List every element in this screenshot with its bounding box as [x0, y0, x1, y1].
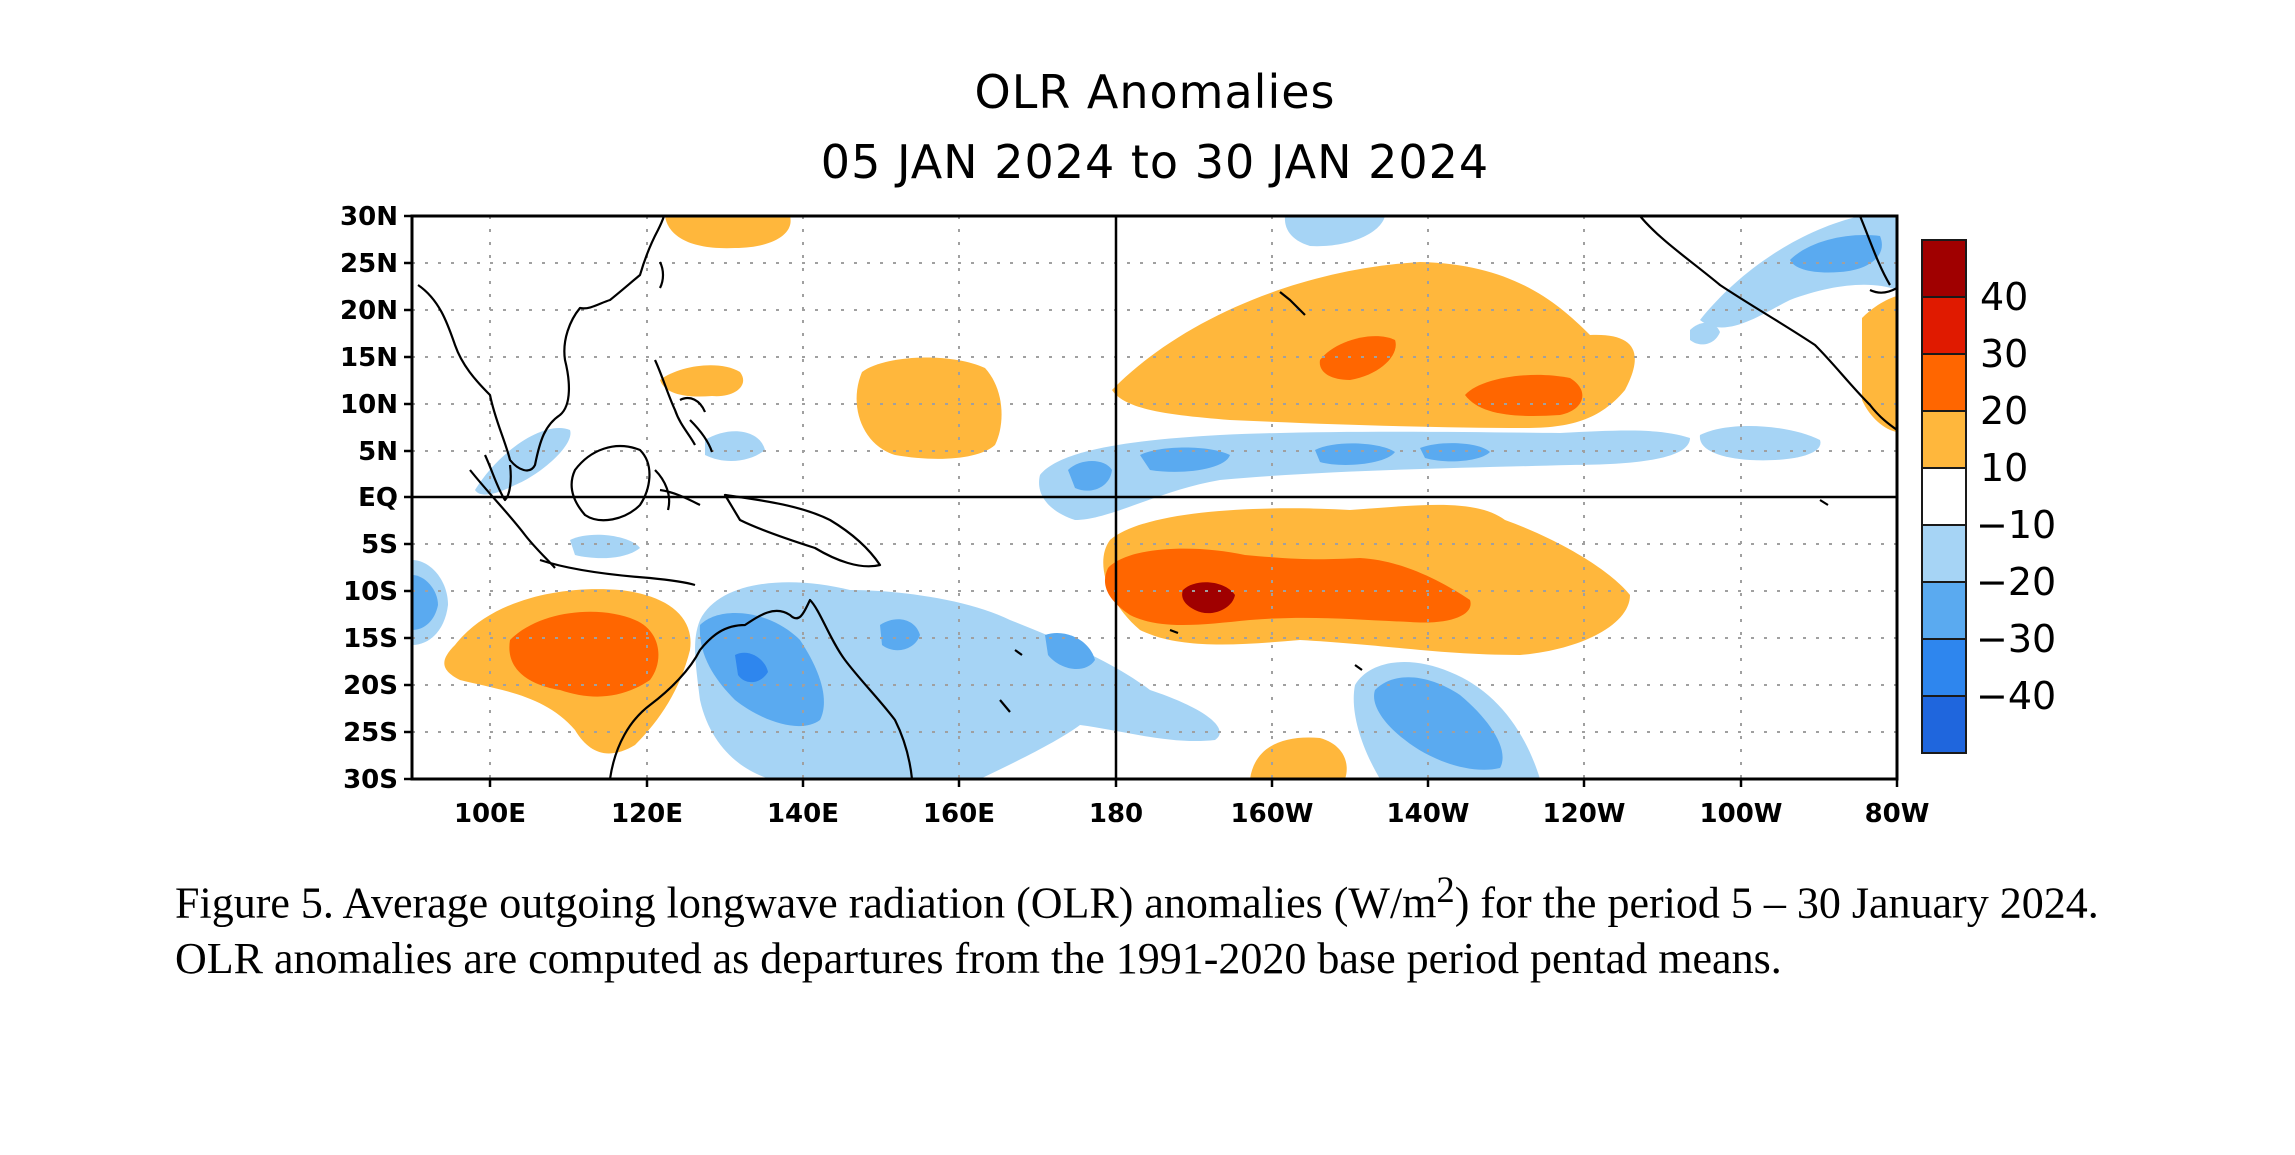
- colorbar-label-neg-40: −40: [1976, 674, 2056, 718]
- anomaly-pos-10-s-pacific-small: [1250, 737, 1347, 779]
- anomaly-neg-20-coral-sea: [880, 619, 1095, 670]
- coastline-java: [539, 558, 696, 587]
- colorbar-frame: [1921, 239, 1967, 754]
- colorbar-swatch-pos-20: [1922, 354, 1966, 411]
- anomaly-pos-20-ne-pacific: [1465, 374, 1583, 416]
- anomaly-field: [412, 216, 1897, 779]
- lat-label-25s: 25S: [343, 718, 398, 748]
- map-gridlines: [412, 216, 1897, 779]
- coastline-taiwan: [658, 261, 665, 289]
- coastline-islands-pacific: [999, 291, 1829, 713]
- anomaly-pos-20-australia: [509, 611, 659, 697]
- colorbar-swatch-pos-40: [1922, 240, 1966, 297]
- lon-label-140e: 140E: [767, 799, 839, 829]
- anomaly-neg-10-ne-pacific: [1284, 216, 1385, 247]
- lat-label-eq: EQ: [358, 483, 398, 513]
- colorbar-swatch-neg-20: [1922, 582, 1966, 639]
- lat-label-5n: 5N: [358, 437, 398, 467]
- coastline-australia: [608, 598, 914, 779]
- colorbar-swatch-neg-40: [1922, 696, 1966, 753]
- lon-label-180: 180: [1089, 799, 1143, 829]
- anomaly-neg-30-arafura: [735, 652, 768, 683]
- lat-label-25n: 25N: [340, 249, 398, 279]
- caption-superscript: 2: [1436, 869, 1455, 910]
- lat-label-30n: 30N: [340, 202, 398, 232]
- anomaly-neg-10-n-australia: [695, 582, 1220, 779]
- lon-label-80w: 80W: [1865, 799, 1930, 829]
- lon-tick-labels: 100E 120E 140E 160E 180 160W 140W 120W 1…: [454, 799, 1929, 829]
- figure-caption: Figure 5. Average outgoing longwave radi…: [175, 862, 2175, 986]
- lat-label-10n: 10N: [340, 390, 398, 420]
- coastline-borneo: [570, 445, 651, 522]
- figure-title: OLR Anomalies: [974, 65, 1335, 119]
- colorbar-label-10: 10: [1980, 446, 2028, 490]
- map-panel: 30N 25N 20N 15N 10N 5N EQ 5S 10S 15S 20S…: [340, 202, 1929, 829]
- lat-label-10s: 10S: [343, 577, 398, 607]
- colorbar-label-30: 30: [1980, 332, 2028, 376]
- lon-label-140w: 140W: [1387, 799, 1470, 829]
- caption-lead: Figure 5. Average outgoing longwave radi…: [175, 878, 1437, 928]
- tick-marks: [404, 214, 1899, 787]
- lon-label-160w: 160W: [1231, 799, 1314, 829]
- anomaly-pos-10-philippine: [660, 365, 744, 397]
- lat-label-15n: 15N: [340, 343, 398, 373]
- lat-label-20n: 20N: [340, 296, 398, 326]
- coastline-philippines: [654, 359, 714, 453]
- lat-label-5s: 5S: [361, 530, 398, 560]
- figure-subtitle: 05 JAN 2024 to 30 JAN 2024: [821, 135, 1489, 189]
- anomaly-pos-10-w-pacific: [856, 357, 1002, 459]
- colorbar-label-neg-10: −10: [1976, 503, 2056, 547]
- colorbar-swatch-neg-10: [1922, 525, 1966, 582]
- anomaly-neg-20-itcz: [1068, 443, 1490, 491]
- anomaly-neg-10-n-borneo: [705, 431, 765, 462]
- lat-label-30s: 30S: [343, 765, 398, 795]
- anomaly-neg-20-indian-ocean: [412, 575, 438, 630]
- colorbar-label-20: 20: [1980, 389, 2028, 433]
- colorbar-label-neg-20: −20: [1976, 560, 2056, 604]
- lon-label-100e: 100E: [454, 799, 526, 829]
- lon-label-120w: 120W: [1543, 799, 1626, 829]
- colorbar-label-neg-30: −30: [1976, 617, 2056, 661]
- anomaly-pos-10-nw-pacific: [665, 216, 791, 249]
- colorbar-label-40: 40: [1980, 275, 2028, 319]
- lon-label-100w: 100W: [1700, 799, 1783, 829]
- colorbar-swatch-neg-30: [1922, 639, 1966, 696]
- anomaly-neg-20-s-pacific: [1374, 677, 1503, 770]
- anomaly-pos-30-s-central-pacific: [1182, 582, 1235, 614]
- colorbar-swatch-pos-30: [1922, 297, 1966, 354]
- colorbar-swatch-neutral: [1922, 468, 1966, 525]
- anomaly-neg-10-java: [570, 534, 640, 559]
- coastlines: [417, 216, 1897, 779]
- lon-label-160e: 160E: [923, 799, 995, 829]
- coastline-asia-mainland: [417, 216, 666, 472]
- lat-label-15s: 15S: [343, 624, 398, 654]
- anomaly-neg-10-sumatra: [475, 428, 571, 495]
- anomaly-neg-10-ne-corner-spot: [1690, 322, 1720, 345]
- colorbar: 40 30 20 10 −10 −20 −30 −40: [1921, 239, 2056, 754]
- coastline-new-guinea: [723, 493, 882, 568]
- caption-rest: ) for the period 5 – 30 January 2024. OL…: [175, 878, 2099, 983]
- anomaly-neg-20-e-pacific-north: [1790, 235, 1882, 273]
- coastline-sumatra: [469, 469, 556, 569]
- coastline-malay-peninsula: [484, 454, 512, 502]
- colorbar-swatch-pos-10: [1922, 411, 1966, 468]
- coastline-americas: [1639, 216, 1897, 431]
- anomaly-pos-10-e-pacific-coast: [1862, 296, 1897, 432]
- anomaly-pos-20-hawaii: [1319, 336, 1396, 380]
- lat-label-20s: 20S: [343, 671, 398, 701]
- lat-tick-labels: 30N 25N 20N 15N 10N 5N EQ 5S 10S 15S 20S…: [340, 202, 398, 795]
- lon-label-120e: 120E: [611, 799, 683, 829]
